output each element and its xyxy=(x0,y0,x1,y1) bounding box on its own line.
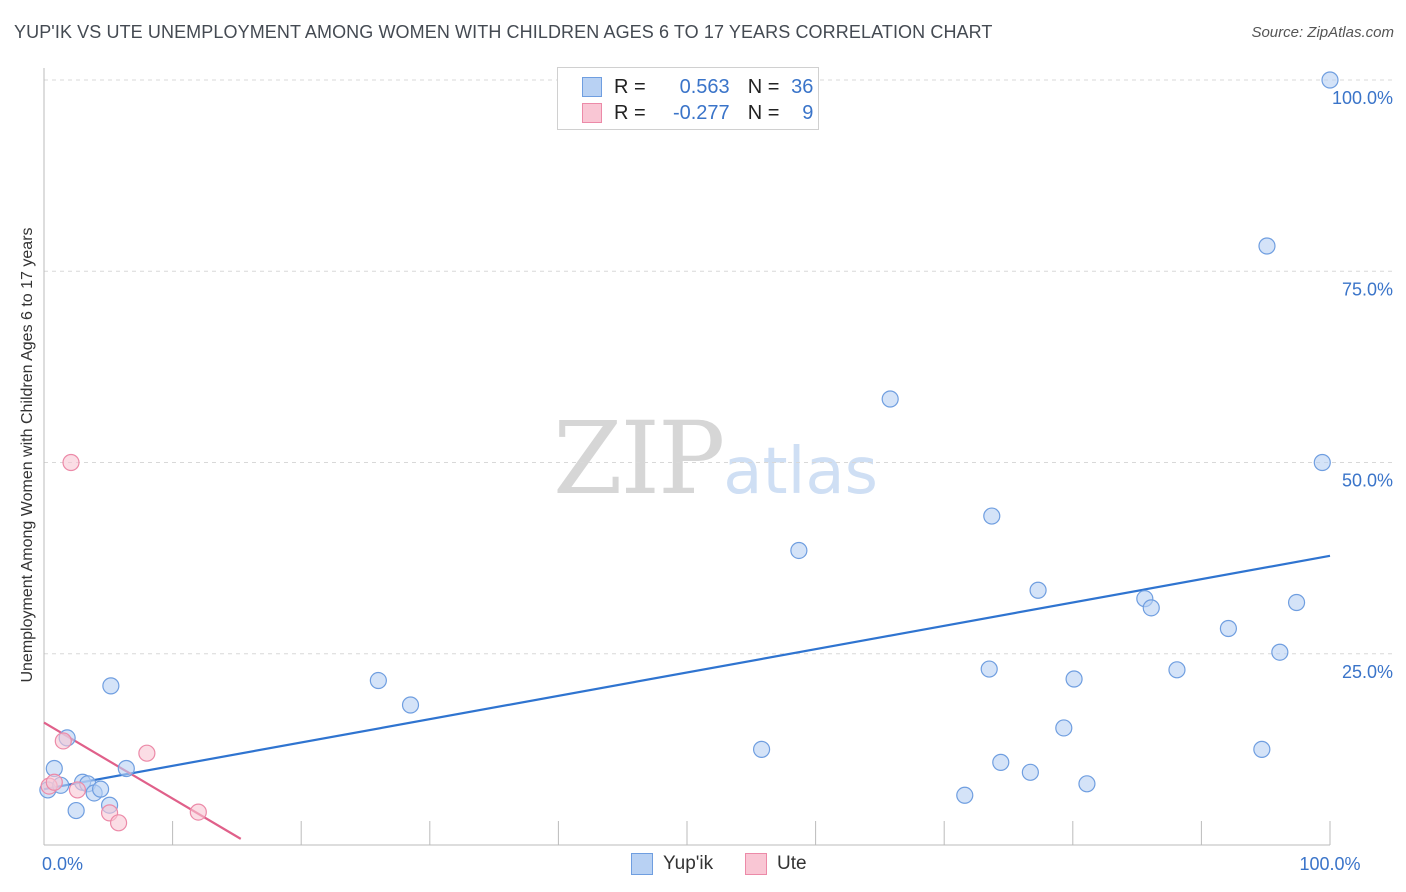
ute-point xyxy=(62,453,80,472)
legend-n-value: 36 xyxy=(791,75,814,98)
grid-layer xyxy=(44,79,1395,655)
y-tick-label: 75.0% xyxy=(1342,279,1393,299)
ute-point xyxy=(54,732,72,750)
yupik-point xyxy=(956,786,974,804)
legend-r-label: R = xyxy=(614,75,646,98)
y-tick-label: 25.0% xyxy=(1342,662,1393,682)
yupik-point xyxy=(752,740,771,758)
bottom-legend-yupik: Yup'ik xyxy=(631,851,713,877)
legend-n-value: 9 xyxy=(802,101,814,124)
point-layer xyxy=(39,71,1339,832)
tick-label-layer: 25.0% 50.0% 75.0% 100.0% 0.0% 100.0% xyxy=(42,88,1393,874)
yupik-point xyxy=(91,780,110,798)
yupik-point xyxy=(117,759,135,778)
yupik-point xyxy=(980,660,998,678)
yupik-point xyxy=(102,677,120,695)
x-tick-label: 100.0% xyxy=(1299,854,1360,874)
ute-point xyxy=(68,781,87,799)
yupik-point xyxy=(992,753,1010,771)
bottom-legend-label-yupik: Yup'ik xyxy=(663,853,714,874)
yupik-point xyxy=(1271,643,1289,661)
legend-swatch-ute xyxy=(582,103,602,123)
bottom-legend-ute: Ute xyxy=(745,851,807,877)
yupik-point xyxy=(1168,661,1186,679)
legend-r-value: 0.563 xyxy=(679,75,730,98)
legend-r-label: R = xyxy=(614,101,646,124)
correlation-legend: R = 0.563 N = 36 R = -0.277 N = 9 xyxy=(557,67,819,130)
ute-point xyxy=(189,803,207,821)
legend-r-value: -0.277 xyxy=(672,101,730,124)
ute-point xyxy=(109,814,128,832)
yupik-point xyxy=(1021,763,1039,781)
yupik-point xyxy=(1287,593,1306,612)
yupik-trend-line xyxy=(43,554,1331,791)
yupik-point xyxy=(401,696,420,714)
ute-point xyxy=(45,773,63,791)
y-axis-title: Unemployment Among Women with Children A… xyxy=(19,227,36,683)
ute-trend-line xyxy=(43,721,242,840)
yupik-point xyxy=(67,801,85,820)
yupik-point xyxy=(1142,599,1160,617)
yupik-point xyxy=(1078,775,1096,793)
yupik-point xyxy=(1253,740,1271,758)
yupik-point xyxy=(369,671,387,690)
legend-row-ute: R = -0.277 N = 9 xyxy=(558,100,813,126)
legend-row-yupik: R = 0.563 N = 36 xyxy=(558,74,813,100)
yupik-point xyxy=(1313,453,1331,472)
bottom-legend-swatch-ute xyxy=(745,853,767,875)
yupik-point xyxy=(881,390,899,408)
yupik-point xyxy=(790,541,808,560)
legend-swatch-yupik xyxy=(582,77,602,97)
chart-title: YUP'IK VS UTE UNEMPLOYMENT AMONG WOMEN W… xyxy=(14,22,993,42)
trend-layer xyxy=(43,554,1331,840)
x-tick-label: 0.0% xyxy=(42,854,83,874)
yupik-point xyxy=(1065,670,1083,688)
y-tick-label: 50.0% xyxy=(1342,471,1393,491)
ute-point xyxy=(138,744,156,762)
y-tick-label: 100.0% xyxy=(1332,88,1393,108)
legend-n-label: N = xyxy=(747,75,780,98)
source-attribution: Source: ZipAtlas.com xyxy=(1251,24,1394,41)
legend-n-label: N = xyxy=(747,101,780,124)
yupik-point xyxy=(1055,719,1073,737)
yupik-point xyxy=(1219,619,1238,638)
bottom-legend-swatch-yupik xyxy=(631,853,653,875)
yupik-point xyxy=(1321,71,1339,89)
yupik-point xyxy=(1029,581,1047,599)
yupik-point xyxy=(983,507,1001,525)
yupik-point xyxy=(1258,237,1276,255)
bottom-legend-label-ute: Ute xyxy=(777,853,807,874)
axis-layer xyxy=(43,68,1331,846)
